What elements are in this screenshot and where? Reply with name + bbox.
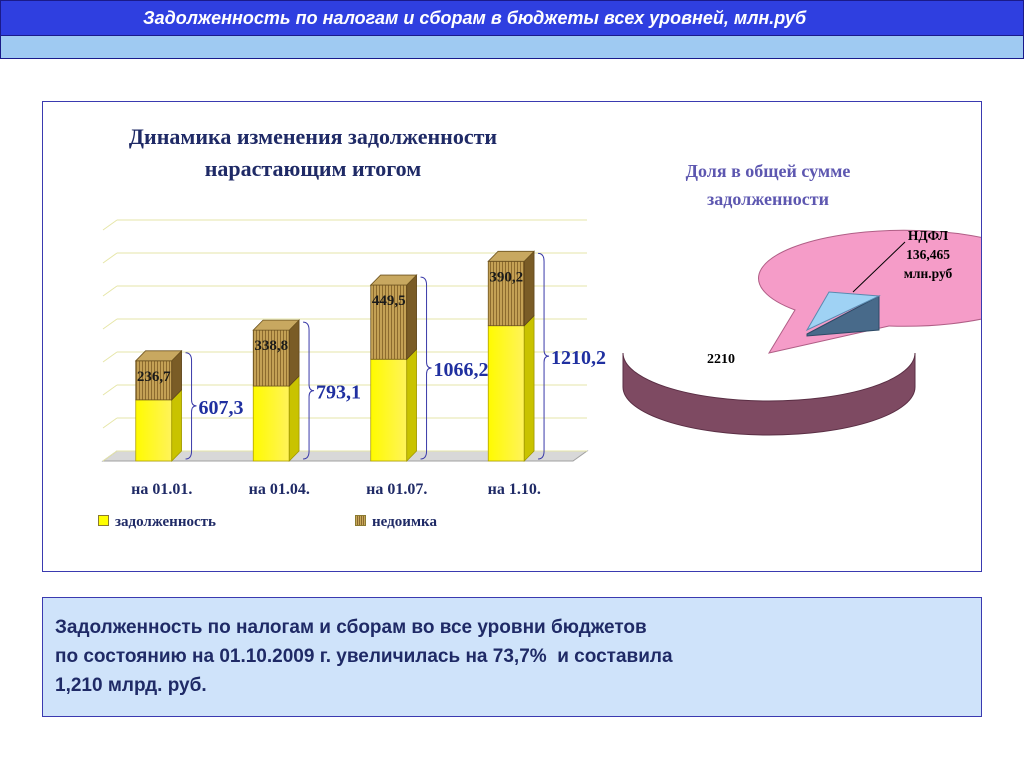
charts-canvas: 236,7 607,3 на 01.01. 338,8 793,1 на 01.04. 44…: [101, 219, 981, 498]
gridline-side: [102, 219, 118, 231]
page-title: Задолженность по налогам и сборам в бюдж…: [0, 0, 1024, 36]
bar-total-label: 1066,2: [434, 359, 489, 381]
x-tick-label: на 01.01.: [131, 481, 192, 498]
bar-total-label: 607,3: [199, 397, 244, 419]
pie-slice-ndfl-side: [806, 295, 880, 337]
x-tick-label: на 01.07.: [366, 481, 427, 498]
summary-line2: по состоянию на 01.10.2009 г. увеличилас…: [55, 646, 673, 667]
legend-label-debt: задолженность: [115, 514, 216, 530]
bar-chart-title-line2: нарастающим итогом: [204, 156, 422, 181]
bar-total-label: 793,1: [316, 382, 361, 404]
bar-top: [252, 319, 301, 331]
pie-chart: [622, 229, 981, 436]
x-tick-label: на 1.10.: [488, 481, 541, 498]
bar-total-brace: [420, 276, 432, 460]
legend-item-debt: задолженность: [98, 514, 216, 531]
pie-callout-line3: млн.руб: [903, 266, 953, 281]
bar-debt-side: [171, 388, 182, 462]
bar-arrears: [487, 260, 525, 327]
gridline-side: [102, 450, 118, 462]
legend-item-arrears: недоимка: [355, 514, 437, 531]
pie-callout-line: [852, 241, 906, 293]
x-tick-label: на 01.04.: [249, 481, 310, 498]
bar-arrears-side: [523, 250, 535, 327]
summary-panel: Задолженность по налогам и сборам во все…: [42, 597, 982, 717]
summary-line1: Задолженность по налогам и сборам во все…: [55, 617, 647, 638]
bar-debt: [487, 325, 525, 462]
bar-arrears-value-label: 338,8: [254, 338, 288, 354]
bar-arrears-side: [406, 274, 417, 361]
chart-panel: 236,7 607,3 на 01.01. 338,8 793,1 на 01.04. 44…: [42, 101, 982, 572]
pie-chart-title-line2: задолженности: [707, 189, 829, 209]
bar-arrears-side: [288, 319, 300, 388]
bar-arrears-value-label: 449,5: [372, 293, 406, 309]
bar-debt: [135, 399, 173, 462]
bar-total-brace: [185, 352, 197, 460]
pie-callout-line1: НДФЛ: [907, 228, 949, 243]
bar-total-label: 1210,2: [551, 347, 606, 369]
bar-arrears-value-label: 236,7: [137, 369, 171, 385]
bar-total-brace: [303, 321, 315, 460]
pie-main-value: 2210: [707, 352, 735, 367]
gridline-side: [102, 285, 118, 297]
bar-debt-side: [288, 375, 300, 462]
pie-callout-ndfl: НДФЛ 136,465 млн.руб: [888, 226, 968, 283]
bar-chart: 236,7 607,3 на 01.01. 338,8 793,1 на 01.04. 44…: [101, 219, 606, 498]
bar-chart-title-line1: Динамика изменения задолженности: [128, 124, 498, 149]
bar-debt-side: [523, 314, 535, 462]
pie-callout-line2: 136,465: [906, 247, 950, 262]
summary-line3: 1,210 млрд. руб.: [55, 675, 207, 696]
legend-label-arrears: недоимка: [372, 514, 437, 530]
gridline-side: [102, 384, 118, 396]
legend-swatch-arrears: [355, 515, 366, 526]
legend-swatch-debt: [98, 515, 109, 526]
pie-chart-title-line1: Доля в общей сумме: [685, 161, 851, 181]
bar-chart-title: Динамика изменения задолженности нараста…: [93, 121, 533, 185]
bar-top: [134, 350, 183, 362]
bar-arrears-value-label: 390,2: [489, 269, 523, 285]
gridline-side: [102, 417, 118, 429]
bar-top: [369, 274, 418, 286]
bar-debt-side: [406, 348, 417, 462]
gridline-side: [102, 252, 118, 264]
bar-total-brace: [538, 252, 550, 460]
gridline-side: [102, 318, 118, 330]
bar-debt: [370, 358, 408, 462]
bar-debt: [252, 385, 290, 462]
pie-slice-main-side: [622, 352, 916, 436]
bar-arrears: [135, 360, 173, 401]
pie-slice-ndfl: [805, 291, 881, 332]
header-subbar: [0, 36, 1024, 59]
gridline-side: [102, 351, 118, 363]
pie-chart-title: Доля в общей сумме задолженности: [653, 157, 883, 213]
bar-top: [487, 250, 536, 262]
